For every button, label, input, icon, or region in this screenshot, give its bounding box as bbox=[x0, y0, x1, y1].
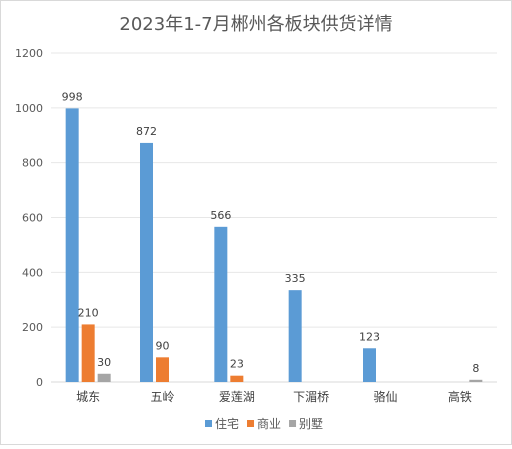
data-label: 335 bbox=[285, 272, 306, 285]
data-labels: 998 210 30 872 90 566 23 335 123 8 bbox=[62, 90, 480, 374]
y-tick-label: 1200 bbox=[15, 47, 43, 60]
legend: 住宅 商业 别墅 bbox=[205, 416, 323, 431]
data-label: 30 bbox=[97, 356, 111, 369]
bar bbox=[288, 290, 302, 382]
data-label: 872 bbox=[136, 125, 157, 138]
x-tick-label: 城东 bbox=[76, 390, 100, 404]
data-label: 23 bbox=[230, 358, 244, 371]
x-tick-label: 骆仙 bbox=[373, 389, 397, 404]
data-label: 210 bbox=[78, 306, 99, 319]
y-axis: 0 200 400 600 800 1000 1200 bbox=[15, 47, 43, 389]
data-label: 123 bbox=[359, 330, 380, 343]
bar bbox=[156, 357, 169, 382]
gridlines bbox=[51, 52, 497, 383]
bar bbox=[97, 373, 111, 382]
legend-swatch bbox=[289, 420, 297, 427]
bar bbox=[230, 375, 244, 382]
y-tick-label: 600 bbox=[22, 212, 43, 225]
y-tick-label: 0 bbox=[36, 376, 43, 389]
y-tick-label: 400 bbox=[22, 266, 43, 279]
data-label: 566 bbox=[210, 209, 231, 222]
x-tick-label: 高铁 bbox=[448, 389, 472, 404]
bar bbox=[363, 348, 376, 382]
x-tick-label: 五岭 bbox=[150, 390, 174, 404]
chart-title: 2023年1-7月郴州各板块供货详情 bbox=[119, 14, 392, 35]
x-tick-label: 爱莲湖 bbox=[219, 389, 255, 404]
legend-label: 住宅 bbox=[215, 416, 239, 431]
bar bbox=[65, 108, 79, 383]
legend-label: 商业 bbox=[257, 416, 281, 431]
bar bbox=[140, 142, 153, 382]
bar bbox=[81, 324, 95, 382]
y-tick-label: 1000 bbox=[15, 102, 43, 115]
bars bbox=[65, 108, 483, 383]
y-tick-label: 200 bbox=[22, 321, 43, 334]
bar bbox=[469, 379, 483, 382]
legend-label: 别墅 bbox=[299, 417, 323, 431]
data-label: 8 bbox=[472, 362, 479, 375]
y-tick-label: 800 bbox=[22, 157, 43, 170]
data-label: 998 bbox=[62, 90, 83, 103]
legend-swatch bbox=[247, 420, 255, 427]
x-axis: 城东 五岭 爱莲湖 下湄桥 骆仙 高铁 bbox=[76, 389, 472, 404]
bar bbox=[214, 226, 228, 382]
data-label: 90 bbox=[156, 339, 170, 352]
legend-swatch bbox=[205, 420, 212, 427]
x-tick-label: 下湄桥 bbox=[293, 390, 329, 404]
